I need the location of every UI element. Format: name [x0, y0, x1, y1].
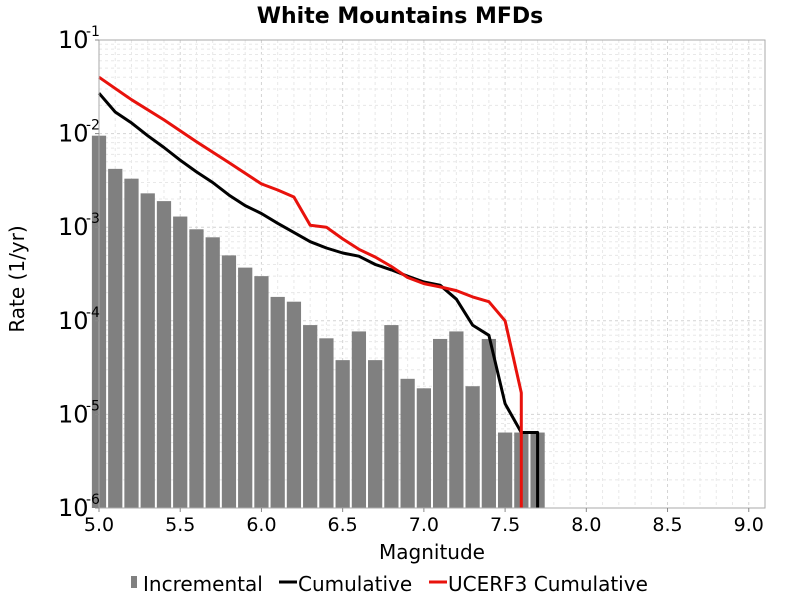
incremental-bar — [140, 193, 155, 508]
x-tick-label: 5.5 — [165, 514, 195, 536]
y-tick-exponent: -5 — [86, 398, 100, 414]
incremental-bar — [368, 360, 383, 508]
y-tick-exponent: -6 — [86, 492, 100, 508]
x-axis-ticks: 5.0 5.5 6.0 6.5 7.0 7.5 8.0 8.5 9.0 — [84, 508, 764, 536]
x-tick-label: 9.0 — [734, 514, 764, 536]
incremental-bar — [303, 325, 318, 508]
cumulative-line — [97, 92, 540, 508]
incremental-bar — [335, 360, 350, 508]
incremental-bar — [400, 378, 415, 508]
y-tick-label: 10 — [58, 213, 89, 241]
incremental-bar — [270, 296, 285, 508]
y-tick-label: 10 — [58, 307, 89, 335]
y-tick-label: 10 — [58, 26, 89, 54]
incremental-bar — [416, 388, 431, 508]
y-tick-label: 10 — [58, 120, 89, 148]
incremental-bar — [351, 331, 367, 508]
incremental-bar — [254, 276, 269, 508]
y-tick-label: 10 — [58, 400, 89, 428]
incremental-bar — [156, 201, 172, 509]
y-axis-ticks: 10-610-510-410-310-210-1 — [58, 24, 100, 522]
incremental-bar — [189, 229, 204, 508]
x-axis-label: Magnitude — [379, 540, 485, 564]
y-tick-exponent: -4 — [86, 305, 100, 321]
y-tick-label: 10 — [58, 494, 89, 522]
y-axis-label: Rate (1/yr) — [5, 225, 29, 332]
incremental-bar — [319, 338, 334, 508]
incremental-bar — [481, 338, 496, 508]
legend-label: UCERF3 Cumulative — [448, 572, 648, 596]
incremental-bar — [449, 331, 464, 508]
x-tick-label: 6.5 — [328, 514, 358, 536]
legend-label: Cumulative — [298, 572, 412, 596]
incremental-bar — [433, 338, 448, 508]
cumulative-lines — [97, 75, 540, 508]
x-tick-label: 7.0 — [409, 514, 439, 536]
incremental-bar — [124, 178, 139, 508]
incremental-bar — [465, 386, 480, 508]
incremental-bar — [384, 325, 399, 508]
x-tick-label: 7.5 — [490, 514, 520, 536]
x-tick-label: 8.5 — [652, 514, 682, 536]
x-tick-label: 5.0 — [84, 514, 114, 536]
legend-swatch-bar — [131, 576, 137, 588]
y-tick-exponent: -1 — [86, 24, 100, 40]
incremental-bar — [497, 432, 513, 508]
legend: Incremental Cumulative UCERF3 Cumulative — [131, 572, 648, 596]
y-tick-exponent: -3 — [86, 211, 100, 227]
ucerf3-cumulative-line — [98, 75, 523, 508]
y-tick-exponent: -2 — [86, 118, 100, 134]
legend-label: Incremental — [143, 572, 263, 596]
incremental-bar — [205, 237, 220, 509]
plot-frame — [98, 39, 766, 509]
incremental-bar — [108, 168, 123, 508]
incremental-bars — [91, 135, 545, 509]
incremental-bar — [221, 255, 237, 508]
chart-title: White Mountains MFDs — [257, 4, 544, 29]
x-tick-label: 8.0 — [571, 514, 601, 536]
incremental-bar — [238, 267, 253, 508]
incremental-bar — [286, 301, 302, 508]
x-tick-label: 6.0 — [246, 514, 276, 536]
incremental-bar — [173, 216, 188, 508]
